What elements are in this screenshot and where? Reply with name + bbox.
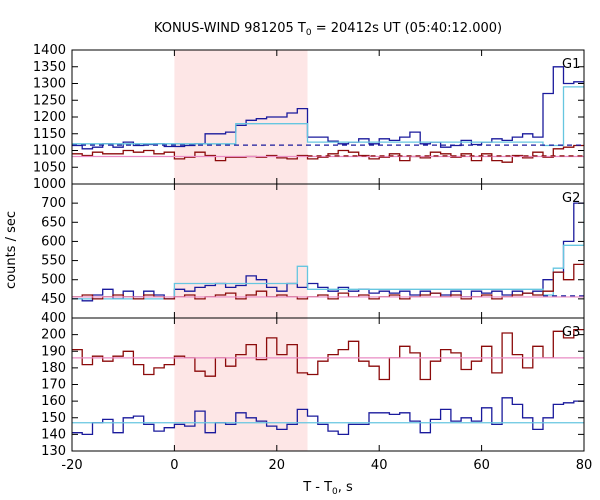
panel-frame — [71, 49, 585, 185]
y-tick-label: 1300 — [33, 77, 66, 92]
y-tick-label: 1050 — [33, 160, 66, 175]
y-axis-label: counts / sec — [4, 211, 19, 289]
y-tick-label: 1000 — [33, 177, 66, 192]
y-tick-label: 190 — [41, 344, 66, 359]
panel-label-g3: G3 — [562, 325, 580, 340]
chart-title: KONUS-WIND 981205 T0 = 20412s UT (05:40:… — [154, 21, 502, 38]
plot-area: 100010501100115012001250130013501400G140… — [33, 43, 592, 473]
y-tick-label: 1100 — [33, 144, 66, 159]
x-tick-label: 60 — [473, 458, 490, 473]
y-tick-label: 1200 — [33, 110, 66, 125]
y-tick-label: 1150 — [33, 127, 66, 142]
y-tick-label: 1350 — [33, 60, 66, 75]
y-tick-label: 180 — [41, 361, 66, 376]
y-tick-label: 150 — [41, 411, 66, 426]
y-tick-label: 130 — [41, 444, 66, 459]
series-blue-step — [72, 66, 584, 150]
y-tick-label: 400 — [41, 311, 66, 326]
y-tick-label: 550 — [41, 254, 66, 269]
y-tick-label: 200 — [41, 328, 66, 343]
series-red-step — [72, 328, 584, 381]
y-tick-label: 500 — [41, 273, 66, 288]
series-red-step — [72, 263, 584, 300]
panel-label-g2: G2 — [562, 191, 580, 206]
series-blue-step — [72, 397, 584, 436]
y-tick-label: 1400 — [33, 43, 66, 58]
y-tick-label: 140 — [41, 427, 66, 442]
x-tick-label: -20 — [61, 458, 82, 473]
y-tick-label: 160 — [41, 394, 66, 409]
y-tick-label: 1250 — [33, 93, 66, 108]
panel-g1 — [72, 66, 584, 163]
panel-label-g1: G1 — [562, 57, 580, 72]
y-tick-label: 650 — [41, 215, 66, 230]
x-tick-label: 0 — [170, 458, 178, 473]
x-axis-label: T - T0, s — [302, 480, 353, 497]
y-tick-label: 600 — [41, 234, 66, 249]
y-tick-label: 170 — [41, 378, 66, 393]
panel-g3 — [72, 328, 584, 436]
panel-g2 — [72, 202, 584, 302]
series-red-step — [72, 144, 584, 163]
x-tick-label: 80 — [576, 458, 593, 473]
y-tick-label: 700 — [41, 196, 66, 211]
series-cyan-step — [72, 86, 584, 147]
x-tick-label: 40 — [371, 458, 388, 473]
series-cyan-step — [72, 203, 584, 300]
y-tick-label: 450 — [41, 292, 66, 307]
highlight-interval — [174, 50, 308, 451]
series-blue-step — [72, 202, 584, 302]
x-tick-label: 20 — [269, 458, 286, 473]
